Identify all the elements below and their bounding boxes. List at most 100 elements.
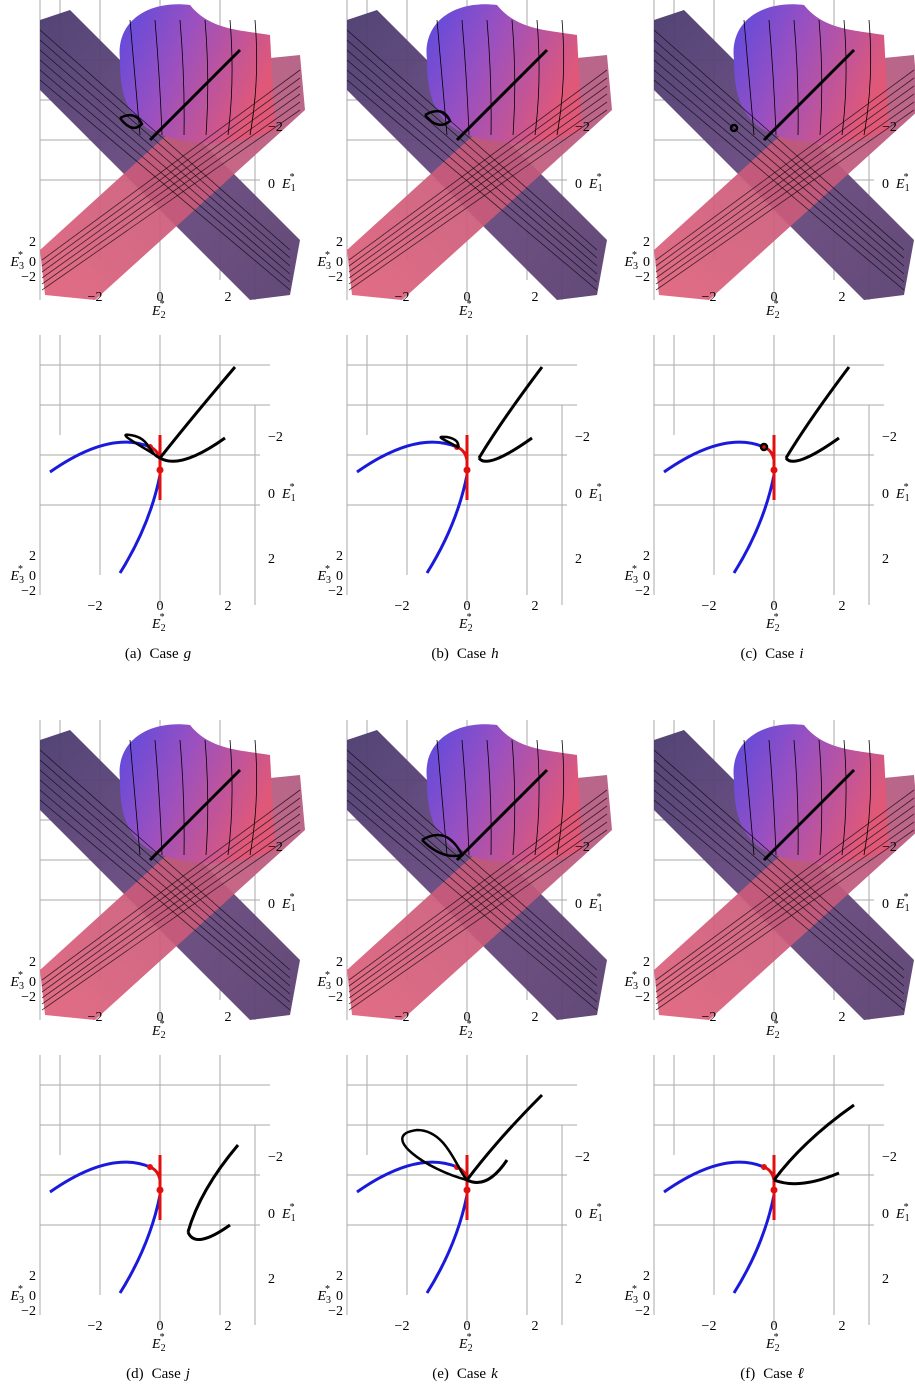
curve-black bbox=[186, 1223, 231, 1241]
axis-sub: 1 bbox=[291, 1213, 296, 1224]
axis-sub: 2 bbox=[161, 623, 166, 634]
axis-sub: 1 bbox=[291, 903, 296, 914]
bowl-line bbox=[841, 19, 847, 136]
surface-line bbox=[39, 49, 291, 267]
axis-sub: 2 bbox=[161, 1030, 166, 1041]
axis-sup: * bbox=[290, 482, 295, 493]
tick-label: −2 bbox=[395, 599, 410, 614]
tick-label: −2 bbox=[268, 430, 283, 445]
surface-line bbox=[41, 813, 301, 999]
tick-label: 2 bbox=[643, 955, 650, 970]
surface-line bbox=[653, 789, 905, 1003]
tick-label: 0 bbox=[643, 569, 650, 584]
curve-blue bbox=[663, 440, 765, 474]
surface-line bbox=[653, 39, 905, 259]
tick-label: 2 bbox=[532, 599, 539, 614]
tick-label: −2 bbox=[21, 1304, 36, 1319]
curve-black bbox=[148, 48, 242, 142]
tick-label: 2 bbox=[29, 1269, 36, 1284]
curve-black bbox=[477, 436, 533, 463]
point-red bbox=[761, 1164, 767, 1170]
caption-tag: (b) bbox=[431, 646, 449, 662]
axis-letter: E bbox=[588, 177, 598, 192]
axis-letter: E bbox=[765, 304, 775, 319]
tick-label: −2 bbox=[328, 1304, 343, 1319]
caption: (e) Case k bbox=[432, 1366, 498, 1382]
axis-sub: 2 bbox=[468, 1030, 473, 1041]
tick-label: 0 bbox=[29, 975, 36, 990]
axis-sup: * bbox=[290, 1202, 295, 1213]
surface-line bbox=[39, 29, 291, 251]
tick-label: −2 bbox=[268, 120, 283, 135]
surface-line bbox=[41, 85, 301, 273]
surface-line bbox=[348, 805, 608, 993]
surface-line bbox=[348, 821, 608, 1005]
curve-black bbox=[148, 768, 242, 862]
axis-sup: * bbox=[774, 299, 779, 310]
tick-label: −2 bbox=[268, 1150, 283, 1165]
surface-line bbox=[348, 101, 608, 285]
tick-label: 2 bbox=[839, 1319, 846, 1334]
surface-line bbox=[348, 829, 608, 1011]
surface-line bbox=[41, 789, 301, 981]
caption-text: Case bbox=[457, 1366, 487, 1382]
axis-sub: 1 bbox=[598, 493, 603, 504]
tick-label: 2 bbox=[268, 1272, 275, 1287]
axis-sup: * bbox=[18, 250, 23, 261]
axis-label: E3* bbox=[623, 970, 638, 992]
curve-black bbox=[439, 435, 460, 450]
tick-label: 2 bbox=[839, 290, 846, 305]
surface-line bbox=[655, 829, 915, 1011]
bowl-line bbox=[179, 739, 185, 856]
bowl-line bbox=[461, 19, 470, 136]
axis-label: E2* bbox=[765, 1332, 780, 1354]
surface-line bbox=[653, 769, 905, 987]
point-red bbox=[770, 466, 778, 474]
axis-sup: * bbox=[597, 1202, 602, 1213]
tick-label: 0 bbox=[575, 1207, 582, 1222]
axis-label: E1* bbox=[281, 172, 296, 194]
axis-letter: E bbox=[151, 304, 161, 319]
curve-blue bbox=[118, 474, 162, 574]
axis-sup: * bbox=[467, 1332, 472, 1343]
surface-line bbox=[346, 39, 598, 259]
surface-line bbox=[653, 749, 905, 971]
tick-label: 2 bbox=[225, 1319, 232, 1334]
axis-letter: E bbox=[9, 569, 19, 584]
axis-sup: * bbox=[597, 172, 602, 183]
surface-line bbox=[39, 779, 291, 995]
caption: (b) Case h bbox=[431, 646, 498, 662]
surface-line bbox=[39, 59, 291, 275]
axis-sup: * bbox=[774, 1332, 779, 1343]
tick-label: 0 bbox=[29, 1289, 36, 1304]
axis-letter: E bbox=[765, 1024, 775, 1039]
bowl-line bbox=[768, 19, 777, 136]
tick-label: −2 bbox=[88, 1319, 103, 1334]
caption-var: i bbox=[799, 646, 803, 662]
curve-black bbox=[186, 1144, 240, 1233]
tick-label: 0 bbox=[336, 1289, 343, 1304]
bowl bbox=[426, 724, 582, 864]
axis-sub: 1 bbox=[291, 183, 296, 194]
point-red bbox=[156, 1186, 164, 1194]
surface-line bbox=[346, 49, 598, 267]
surface-line bbox=[39, 799, 291, 1011]
surface-line bbox=[346, 799, 598, 1011]
point-red bbox=[147, 1164, 153, 1170]
bowl-line bbox=[743, 739, 755, 856]
tick-label: 0 bbox=[882, 897, 889, 912]
axis-label: E1* bbox=[588, 482, 603, 504]
caption-tag: (a) bbox=[125, 646, 142, 662]
bowl-line bbox=[818, 739, 823, 856]
tick-label: −2 bbox=[21, 584, 36, 599]
tick-label: 0 bbox=[771, 1010, 778, 1025]
bowl-line bbox=[204, 739, 209, 856]
tick-label: −2 bbox=[882, 840, 897, 855]
tick-label: 2 bbox=[336, 1269, 343, 1284]
surface-line bbox=[653, 69, 905, 283]
curve-black bbox=[466, 1159, 509, 1184]
curve-blue bbox=[425, 1194, 469, 1294]
axis-sup: * bbox=[467, 1019, 472, 1030]
